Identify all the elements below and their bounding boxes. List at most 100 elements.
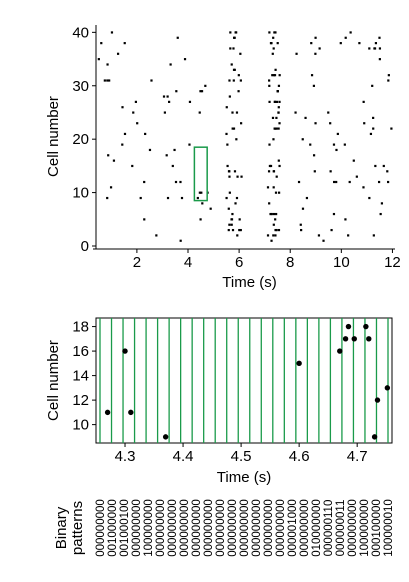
spike	[314, 52, 317, 55]
spike	[188, 143, 191, 146]
spike	[275, 127, 278, 130]
spike	[272, 186, 275, 189]
binary-patterns: Binary patterns 000000000 001000000 001000…	[53, 499, 395, 557]
spike	[268, 202, 271, 205]
spike	[368, 47, 371, 50]
spike	[301, 207, 305, 210]
spike	[228, 79, 231, 82]
spike	[310, 74, 314, 77]
spike	[271, 74, 274, 77]
spike	[274, 234, 277, 237]
spike	[143, 180, 146, 184]
spike	[297, 180, 301, 184]
spike	[123, 42, 126, 45]
spike	[229, 47, 232, 50]
spike	[148, 148, 152, 152]
spike	[179, 180, 182, 184]
zoom-y-tick-label: 14	[72, 368, 89, 385]
spike	[165, 154, 168, 157]
spike	[278, 74, 281, 77]
spike	[277, 84, 281, 87]
zoom-x-tick-label: 4.7	[347, 448, 368, 465]
spike	[278, 122, 281, 125]
spike	[228, 175, 231, 178]
spike	[274, 191, 278, 194]
raster-x-tick-label: 4	[184, 254, 192, 271]
spike	[179, 239, 182, 242]
spike	[347, 234, 350, 237]
spike	[295, 52, 298, 55]
zoom-plot-frame	[95, 317, 393, 444]
spike	[277, 228, 281, 232]
spike	[300, 228, 303, 232]
spike	[314, 36, 317, 39]
zoom-y-tick-label: 10	[72, 417, 89, 434]
spike	[332, 143, 336, 146]
spike	[235, 196, 239, 200]
spike	[273, 100, 277, 103]
spike	[272, 234, 275, 237]
spike	[176, 36, 179, 39]
spike	[271, 52, 274, 55]
spike	[269, 212, 272, 216]
raster-y-axis-label: Cell number	[45, 96, 62, 177]
binary-code: 000000000	[131, 499, 143, 557]
raster-y-tick-label: 40	[72, 24, 89, 41]
spike	[268, 31, 271, 34]
spike	[349, 31, 352, 34]
spike	[199, 90, 202, 93]
spike	[275, 228, 278, 232]
spike	[107, 154, 110, 157]
spike	[201, 202, 204, 205]
spike	[269, 164, 273, 168]
raster-y-tick-label: 30	[72, 78, 89, 95]
spike	[270, 239, 273, 242]
binary-code: 100000000	[359, 499, 371, 557]
spike	[277, 111, 280, 114]
spike	[348, 180, 351, 184]
spike	[371, 84, 374, 87]
spike-point	[366, 336, 372, 342]
spike-point	[342, 336, 349, 342]
spike	[335, 148, 338, 152]
spike-point	[162, 434, 169, 440]
spike-point	[351, 336, 357, 342]
spike	[274, 31, 277, 34]
spike	[175, 90, 178, 93]
spike	[274, 218, 277, 221]
spike-point	[371, 434, 378, 440]
spike	[238, 228, 241, 232]
binary-title-line1: Binary	[53, 506, 70, 549]
spike	[232, 68, 236, 71]
binary-code: 100000000	[143, 499, 155, 557]
binary-code: 000000000	[215, 499, 227, 557]
spike	[374, 42, 378, 45]
zoom-y-tick-label: 18	[72, 319, 89, 336]
spike	[198, 191, 201, 194]
binary-title-line2: patterns	[69, 501, 86, 555]
spike-point	[384, 385, 391, 391]
binary-code: 000000000	[191, 499, 203, 557]
spike	[329, 170, 332, 173]
spike	[390, 127, 393, 130]
spike	[100, 42, 103, 45]
raster-y-tick-label: 20	[72, 131, 89, 148]
spike	[232, 127, 236, 130]
spike	[268, 143, 271, 146]
spike	[103, 79, 106, 82]
spike	[225, 132, 228, 136]
spike	[278, 100, 281, 103]
binary-code: 000000000	[203, 499, 215, 557]
spike	[106, 196, 109, 200]
spike	[275, 175, 278, 178]
spike	[268, 84, 271, 87]
spike	[231, 111, 234, 114]
spike	[200, 191, 203, 194]
spike	[301, 138, 304, 141]
spike	[380, 202, 384, 205]
spike	[299, 223, 302, 226]
spike	[188, 100, 192, 103]
spike	[335, 180, 338, 184]
spike	[230, 223, 233, 226]
spike	[266, 186, 270, 189]
